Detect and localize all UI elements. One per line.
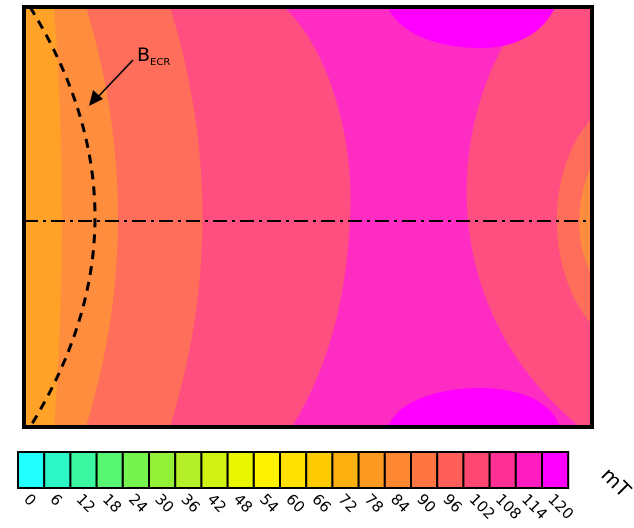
colorbar-tick-label: 42 [204, 490, 230, 516]
colorbar-swatch [17, 451, 46, 489]
colorbar-swatch [174, 451, 203, 489]
colorbar-tick-label: 6 [46, 490, 65, 509]
becr-label: BECR [137, 44, 170, 68]
colorbar-swatch [541, 451, 570, 489]
colorbar-tick-label: 108 [492, 490, 525, 523]
colorbar-tick-label: 78 [361, 490, 387, 516]
colorbar-tick-label: 18 [99, 490, 125, 516]
becr-annotation: BECR [89, 44, 170, 106]
field-map: BECR [22, 5, 594, 429]
colorbar-tick-label: 114 [518, 490, 551, 523]
colorbar-swatch [331, 451, 360, 489]
colorbar-tick-label: 84 [387, 490, 413, 516]
colorbar-tick-label: 102 [466, 490, 499, 523]
field-band-120-bottom [388, 388, 560, 427]
ecr-resonance-contour [28, 6, 97, 428]
colorbar-swatch [488, 451, 517, 489]
colorbar-swatch [69, 451, 98, 489]
colorbar-tick-label: 0 [20, 490, 39, 509]
colorbar-tick-label: 90 [413, 490, 439, 516]
colorbar-swatch [410, 451, 439, 489]
colorbar-swatch [252, 451, 282, 489]
field-band-108-right [466, 7, 592, 427]
colorbar-swatch [121, 451, 151, 489]
colorbar-unit-label: mT [596, 463, 634, 503]
colorbar-tick-label: 54 [256, 490, 282, 516]
colorbar-tick-label: 96 [439, 490, 465, 516]
colorbar-tick-label: 30 [151, 490, 177, 516]
field-band-120-top [388, 7, 555, 48]
colorbar-tick-label: 24 [125, 490, 151, 516]
colorbar-swatch [279, 451, 308, 489]
colorbar-swatch [226, 451, 255, 489]
colorbar-tick-label: 48 [230, 490, 256, 516]
colorbar-tick-label: 12 [73, 490, 99, 516]
colorbar-swatch [436, 451, 465, 489]
colorbar-swatch [514, 451, 543, 489]
colorbar-swatch [383, 451, 412, 489]
colorbar-tick-label: 60 [282, 490, 308, 516]
becr-label-sub: ECR [150, 57, 170, 68]
colorbar-tick-labels: 0 6 12 18 24 30 36 42 48 54 60 66 72 78 84 90 96 10210811… [20, 490, 577, 523]
becr-arrow-head [89, 90, 103, 106]
colorbar-swatch [148, 451, 177, 489]
colorbar-tick-label: 120 [544, 490, 577, 523]
colorbar-tick-label: 36 [177, 490, 203, 516]
colorbar-swatch [43, 451, 72, 489]
colorbar-tick-label: 72 [335, 490, 361, 516]
plot-frame [22, 5, 594, 429]
colorbar-swatch [95, 451, 124, 489]
becr-arrow-line [95, 59, 134, 100]
colorbar-swatch [200, 451, 229, 489]
colorbar-tick-label: 66 [308, 490, 334, 516]
colorbar-swatch [462, 451, 491, 489]
colorbar [17, 451, 570, 489]
colorbar-swatch [305, 451, 334, 489]
colorbar-swatch [357, 451, 386, 489]
becr-label-main: B [137, 44, 150, 66]
